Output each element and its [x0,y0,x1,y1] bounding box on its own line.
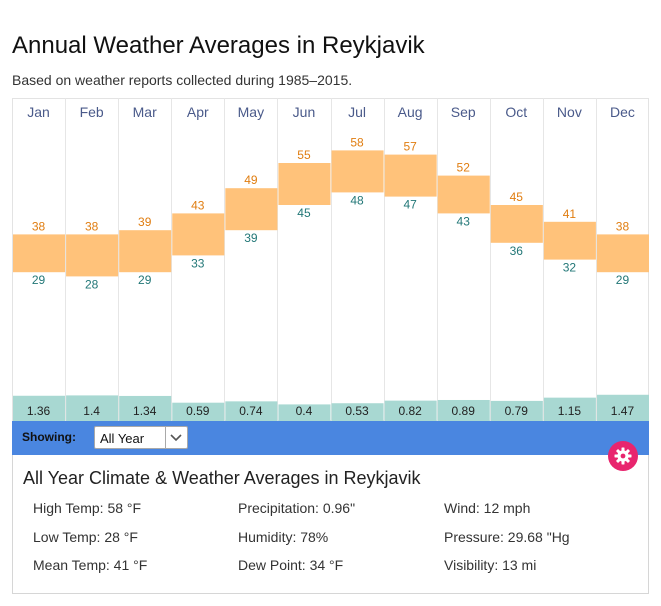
low-temp-label: 29 [138,273,152,287]
page-title: Annual Weather Averages in Reykjavik [12,32,425,59]
low-temp-label: 48 [350,193,364,207]
stat-pressure: Pressure: 29.68 "Hg [444,529,570,545]
temp-range-bar [119,230,172,273]
select-divider [165,427,166,448]
month-label-nov: Nov [557,104,582,120]
page-subtitle: Based on weather reports collected durin… [12,72,353,88]
temp-range-bar [278,163,331,205]
high-temp-label: 41 [563,207,577,221]
month-label-feb: Feb [80,104,104,120]
high-temp-label: 38 [85,219,99,233]
month-label-oct: Oct [505,104,527,120]
precip-label: 0.89 [452,404,476,418]
settings-button[interactable] [608,441,638,471]
month-label-mar: Mar [133,104,157,120]
gear-icon [614,447,632,465]
high-temp-label: 49 [244,173,258,187]
chevron-down-icon[interactable] [167,429,185,446]
climate-summary-panel: All Year Climate & Weather Averages in R… [12,455,649,594]
temp-range-bar [384,154,437,197]
precip-bar [490,400,543,421]
high-temp-label: 58 [350,135,364,149]
temp-range-bar [13,234,66,273]
high-temp-label: 45 [510,190,524,204]
weather-chart: Jan 38 29 1.36 Feb 38 28 1.4 Mar 39 29 1.34 Apr 43 33 0… [12,98,649,421]
precip-bar [278,404,331,421]
low-temp-label: 45 [297,206,311,220]
month-label-jun: Jun [293,104,316,120]
low-temp-label: 43 [457,214,471,228]
high-temp-label: 55 [297,148,311,162]
showing-label: Showing: [22,430,76,444]
high-temp-label: 57 [403,140,417,154]
precip-label: 0.79 [505,404,529,418]
precip-label: 0.53 [345,404,369,418]
precip-bar [172,402,225,421]
temp-range-bar [225,188,278,231]
temp-range-bar [543,221,596,260]
precip-bar [543,397,596,421]
precip-label: 0.4 [296,404,313,418]
precip-label: 1.15 [558,404,582,418]
high-temp-label: 39 [138,215,152,229]
low-temp-label: 29 [616,273,630,287]
temp-range-bar [437,175,490,214]
precip-label: 1.47 [611,404,635,418]
temp-range-bar [66,234,119,277]
low-temp-label: 39 [244,231,258,245]
precip-bar [437,399,490,421]
high-temp-label: 38 [616,219,630,233]
period-select-value: All Year [100,431,145,446]
precip-label: 0.74 [239,404,263,418]
temp-range-bar [331,150,384,193]
month-label-sep: Sep [451,104,476,120]
stat-wind: Wind: 12 mph [444,500,531,516]
month-label-apr: Apr [187,104,209,120]
precip-label: 1.4 [83,404,100,418]
low-temp-label: 28 [85,277,99,291]
precip-bar [384,400,437,421]
low-temp-label: 47 [403,198,417,212]
precip-bar [119,395,172,421]
showing-bar: Showing: All Year [12,421,649,455]
month-label-jul: Jul [348,104,366,120]
low-temp-label: 32 [563,261,577,275]
stat-mean-temp: Mean Temp: 41 °F [33,557,148,573]
stat-dew-point: Dew Point: 34 °F [238,557,344,573]
month-label-dec: Dec [610,104,635,120]
precip-bar [596,394,649,421]
panel-title: All Year Climate & Weather Averages in R… [23,468,421,488]
low-temp-label: 29 [32,273,46,287]
period-select[interactable]: All Year [94,426,188,449]
month-label-aug: Aug [398,104,423,120]
precip-bar [13,395,66,421]
precip-bar [331,403,384,421]
precip-label: 1.34 [133,404,157,418]
precip-bar [225,401,278,421]
precip-label: 1.36 [27,404,51,418]
temp-range-bar [172,213,225,256]
stat-low-temp: Low Temp: 28 °F [33,529,138,545]
precip-label: 0.59 [186,404,210,418]
precip-label: 0.82 [398,404,422,418]
temp-range-bar [596,234,649,273]
high-temp-label: 38 [32,219,46,233]
low-temp-label: 36 [510,244,524,258]
low-temp-label: 33 [191,256,205,270]
month-label-jan: Jan [27,104,50,120]
stat-visibility: Visibility: 13 mi [444,557,537,573]
temp-range-bar [490,205,543,243]
stat-high-temp: High Temp: 58 °F [33,500,142,516]
high-temp-label: 52 [457,161,471,175]
stat-precipitation: Precipitation: 0.96" [238,500,356,516]
high-temp-label: 43 [191,198,205,212]
stat-humidity: Humidity: 78% [238,529,329,545]
precip-bar [66,395,119,421]
month-label-may: May [238,104,264,120]
